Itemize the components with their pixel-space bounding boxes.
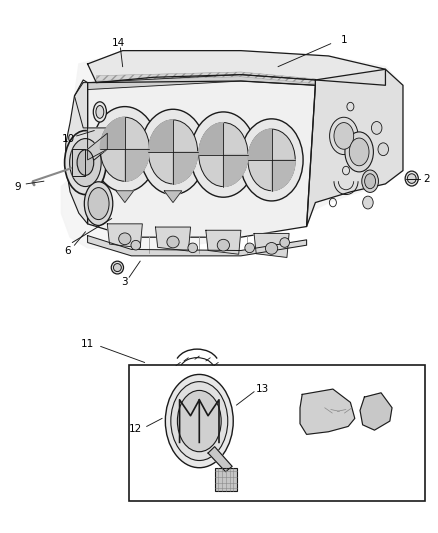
Ellipse shape (88, 188, 109, 220)
Polygon shape (88, 128, 107, 160)
Polygon shape (155, 227, 191, 251)
Text: 6: 6 (64, 246, 71, 255)
Ellipse shape (171, 382, 228, 461)
Ellipse shape (177, 390, 221, 452)
Polygon shape (300, 389, 355, 434)
Polygon shape (248, 129, 272, 160)
Polygon shape (208, 447, 232, 472)
Polygon shape (74, 83, 88, 128)
Ellipse shape (188, 243, 198, 253)
Polygon shape (206, 230, 241, 254)
Polygon shape (88, 75, 315, 90)
Ellipse shape (166, 374, 233, 468)
Polygon shape (116, 191, 134, 203)
Ellipse shape (265, 243, 278, 254)
Text: 9: 9 (14, 182, 21, 191)
Ellipse shape (64, 131, 106, 195)
Ellipse shape (334, 123, 354, 149)
Ellipse shape (248, 129, 295, 191)
Polygon shape (88, 236, 307, 256)
Text: 10: 10 (61, 134, 74, 143)
Polygon shape (223, 155, 248, 187)
Ellipse shape (77, 150, 94, 175)
Ellipse shape (345, 132, 373, 172)
Ellipse shape (349, 138, 369, 166)
Text: 2: 2 (424, 174, 431, 183)
Polygon shape (164, 191, 182, 203)
Ellipse shape (280, 238, 290, 247)
Ellipse shape (113, 263, 121, 271)
Circle shape (378, 143, 389, 156)
Polygon shape (148, 120, 173, 152)
Ellipse shape (405, 171, 418, 186)
Ellipse shape (119, 233, 131, 245)
Text: 3: 3 (121, 278, 128, 287)
Polygon shape (72, 149, 85, 176)
Ellipse shape (148, 120, 198, 184)
Ellipse shape (111, 261, 124, 274)
Polygon shape (199, 123, 223, 155)
Ellipse shape (330, 117, 358, 155)
Text: 14: 14 (112, 38, 125, 47)
Ellipse shape (70, 139, 101, 187)
FancyBboxPatch shape (129, 365, 425, 501)
Polygon shape (88, 133, 107, 160)
Ellipse shape (191, 112, 256, 197)
Ellipse shape (93, 102, 106, 122)
Ellipse shape (96, 106, 104, 118)
Polygon shape (61, 51, 403, 251)
Polygon shape (88, 51, 385, 85)
Circle shape (371, 122, 382, 134)
Ellipse shape (245, 243, 254, 253)
Ellipse shape (84, 182, 113, 225)
Polygon shape (254, 233, 289, 257)
Ellipse shape (100, 117, 149, 181)
Polygon shape (96, 72, 315, 84)
Ellipse shape (362, 170, 378, 192)
Ellipse shape (240, 119, 303, 201)
Ellipse shape (364, 174, 376, 189)
Polygon shape (173, 152, 198, 184)
FancyBboxPatch shape (215, 468, 237, 491)
Ellipse shape (199, 123, 248, 187)
Ellipse shape (407, 174, 416, 183)
Text: 13: 13 (256, 384, 269, 394)
Text: 11: 11 (81, 339, 94, 349)
Ellipse shape (217, 239, 230, 251)
Ellipse shape (92, 107, 158, 192)
Polygon shape (360, 393, 392, 430)
Ellipse shape (140, 109, 206, 195)
Ellipse shape (131, 240, 141, 250)
Circle shape (363, 196, 373, 209)
Ellipse shape (167, 236, 179, 248)
Polygon shape (125, 149, 149, 181)
Text: 12: 12 (129, 424, 142, 434)
Polygon shape (107, 224, 142, 248)
Polygon shape (272, 160, 295, 191)
Polygon shape (100, 117, 125, 149)
Polygon shape (66, 80, 88, 224)
Polygon shape (88, 81, 315, 237)
Polygon shape (307, 69, 403, 227)
Text: 1: 1 (340, 35, 347, 45)
